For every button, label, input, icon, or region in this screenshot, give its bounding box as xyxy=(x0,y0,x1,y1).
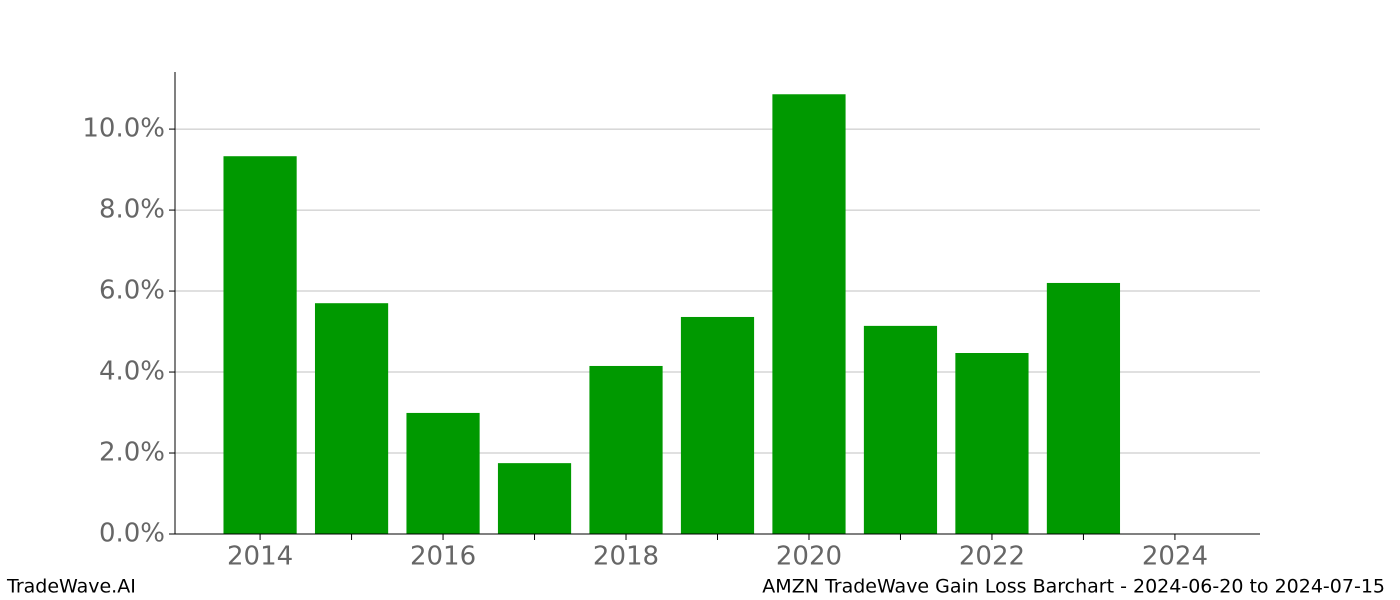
bar xyxy=(772,94,846,535)
y-tick-label: 10.0% xyxy=(82,114,165,144)
y-tick-label: 8.0% xyxy=(99,195,165,225)
y-tick-label: 4.0% xyxy=(99,357,165,387)
y-tick-label: 6.0% xyxy=(99,276,165,306)
bar xyxy=(406,412,480,534)
bar xyxy=(863,325,938,534)
bar xyxy=(589,365,663,534)
footer-right: AMZN TradeWave Gain Loss Barchart - 2024… xyxy=(762,576,1385,598)
bar xyxy=(314,303,389,534)
x-tick-label: 2014 xyxy=(227,542,293,572)
bar xyxy=(223,156,297,534)
bar xyxy=(680,316,755,534)
bar xyxy=(955,353,1029,534)
footer-left: TradeWave.AI xyxy=(6,576,136,598)
y-tick-label: 2.0% xyxy=(99,438,165,468)
x-tick-label: 2022 xyxy=(959,542,1025,572)
x-tick-label: 2016 xyxy=(410,542,476,572)
x-tick-label: 2024 xyxy=(1142,542,1208,572)
x-tick-label: 2020 xyxy=(776,542,842,572)
bar xyxy=(1046,282,1121,534)
x-tick-label: 2018 xyxy=(593,542,659,572)
y-tick-label: 0.0% xyxy=(99,519,165,549)
bar xyxy=(497,463,572,534)
